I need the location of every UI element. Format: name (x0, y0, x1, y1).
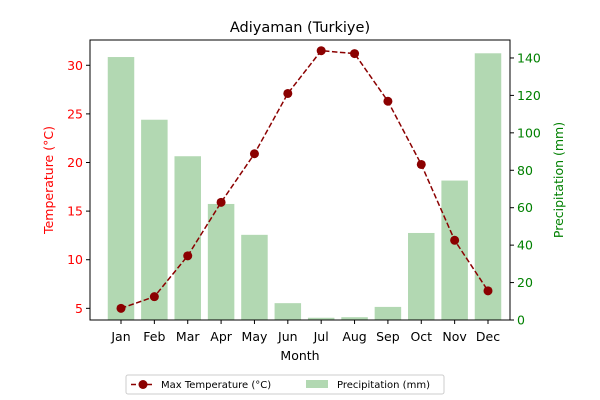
month-axis: Jan Feb Mar Apr May Jun Jul Aug Sep Oct Nov Dec (110, 320, 500, 344)
temperature-axis-label: Temperature (°C) (41, 126, 56, 235)
month-tick-label: Feb (143, 329, 165, 344)
precipitation-bar-apr (207, 203, 235, 320)
legend-precipitation-label: Precipitation (mm) (337, 380, 430, 391)
precipitation-tick-label: 80 (517, 163, 533, 178)
precipitation-bar-may (241, 234, 268, 320)
temperature-point-jun (283, 88, 293, 98)
temperature-point-may (249, 149, 259, 159)
temperature-tick-label: 20 (67, 155, 83, 170)
temperature-point-oct (416, 159, 426, 169)
temperature-point-jul (316, 46, 326, 56)
precipitation-tick-label: 20 (517, 275, 533, 290)
precipitation-tick-label: 60 (517, 200, 533, 215)
temperature-point-aug (350, 49, 360, 59)
month-tick-label: Nov (442, 329, 467, 344)
legend-frame (125, 374, 445, 395)
temperature-axis: 5 10 15 20 25 30 (67, 58, 90, 316)
precipitation-tick-label: 120 (517, 88, 541, 103)
plot-frame (89, 39, 511, 321)
chart-title: Adiyaman (Turkiye) (230, 20, 370, 36)
precipitation-bar-feb (141, 119, 168, 320)
precipitation-bar-jul (307, 317, 335, 320)
legend-precipitation-swatch (306, 380, 328, 388)
precipitation-bar-jun (274, 303, 302, 320)
precipitation-bars (107, 53, 502, 320)
precipitation-tick-label: 100 (517, 125, 541, 140)
temperature-tick-label: 30 (67, 58, 83, 73)
month-tick-label: May (242, 329, 268, 344)
temperature-tick-label: 5 (75, 301, 83, 316)
precipitation-bar-jan (107, 57, 135, 320)
temperature-tick-label: 10 (67, 252, 83, 267)
temperature-line (120, 49, 489, 310)
temperature-point-jan (116, 303, 126, 313)
legend-temperature-marker (138, 380, 148, 389)
precipitation-bar-sep (374, 306, 402, 320)
precipitation-bar-aug (341, 317, 368, 320)
temperature-tick-label: 15 (67, 204, 83, 219)
month-tick-label: Dec (476, 329, 500, 344)
legend: Max Temperature (°C) Precipitation (mm) (125, 374, 445, 395)
precipitation-bar-nov (441, 180, 468, 320)
temperature-point-dec (483, 286, 493, 296)
precipitation-bar-mar (174, 156, 201, 320)
precipitation-tick-label: 40 (517, 238, 533, 253)
precipitation-bar-dec (474, 53, 502, 320)
month-tick-label: Sep (376, 329, 400, 344)
x-axis-label: Month (280, 348, 319, 363)
legend-temperature-label: Max Temperature (°C) (161, 380, 271, 391)
temperature-point-apr (216, 197, 226, 207)
month-tick-label: Mar (176, 329, 200, 344)
temperature-point-mar (183, 251, 193, 261)
precipitation-tick-label: 140 (517, 50, 541, 65)
month-tick-label: Jan (110, 329, 130, 344)
temperature-point-feb (149, 292, 159, 302)
month-tick-label: Oct (410, 329, 432, 344)
temperature-tick-label: 25 (67, 106, 83, 121)
precipitation-axis: 0 20 40 60 80 100 120 140 (510, 50, 541, 328)
temperature-point-sep (383, 96, 393, 106)
temperature-line-series (116, 46, 493, 313)
month-tick-label: Apr (210, 329, 232, 344)
precipitation-tick-label: 0 (517, 313, 525, 328)
precipitation-bar-oct (408, 232, 435, 320)
month-tick-label: Jul (313, 329, 329, 344)
month-tick-label: Aug (342, 329, 366, 344)
precipitation-axis-label: Precipitation (mm) (551, 122, 566, 238)
month-tick-label: Jun (277, 329, 298, 344)
temperature-point-nov (450, 235, 460, 245)
